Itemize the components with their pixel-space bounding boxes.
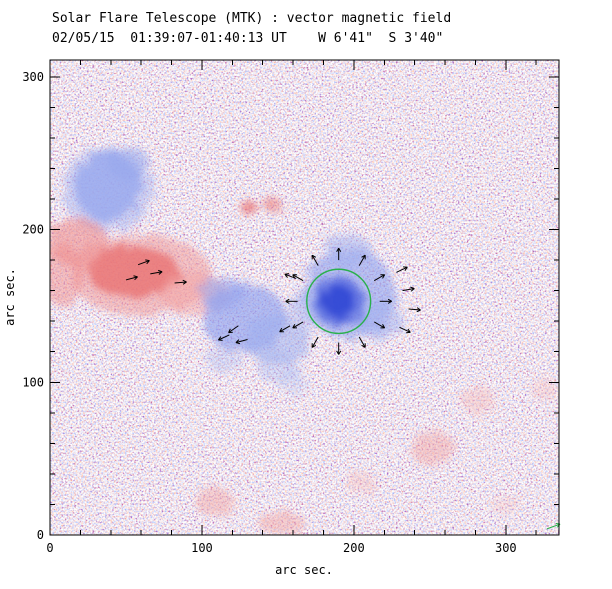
polarity-region	[346, 472, 376, 493]
y-axis-label: arc sec.	[3, 268, 17, 326]
x-tick-label: 300	[495, 541, 517, 555]
polarity-region	[108, 147, 151, 181]
polarity-region	[240, 202, 258, 214]
polarity-region	[491, 494, 521, 515]
x-tick-label: 100	[191, 541, 213, 555]
polarity-region	[263, 197, 284, 211]
polarity-region	[462, 387, 495, 414]
polarity-region	[410, 431, 456, 465]
polarity-region	[258, 511, 304, 535]
plot-subtitle: 02/05/15 01:39:07-01:40:13 UT W 6'41" S …	[52, 31, 443, 46]
polarity-region	[322, 286, 355, 317]
x-tick-label: 200	[343, 541, 365, 555]
polarity-region	[323, 234, 372, 268]
polarity-region	[194, 488, 234, 515]
plot-title: Solar Flare Telescope (MTK) : vector mag…	[52, 11, 451, 26]
x-axis-label: arc sec.	[275, 563, 333, 577]
vector-arrow-head	[145, 260, 149, 261]
x-tick-label: 0	[46, 541, 53, 555]
vector-arrow-head	[285, 274, 289, 275]
y-tick-label: 300	[22, 70, 44, 84]
polarity-region	[278, 370, 308, 394]
y-tick-label: 100	[22, 375, 44, 389]
y-tick-label: 0	[37, 528, 44, 542]
polarity-region	[206, 346, 242, 373]
y-tick-label: 200	[22, 223, 44, 237]
polarity-region	[199, 277, 245, 311]
